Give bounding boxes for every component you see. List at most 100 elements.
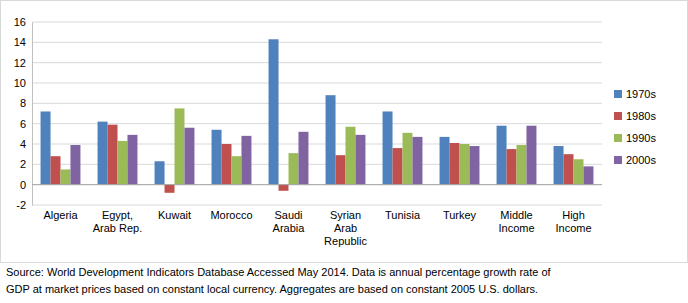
legend-swatch: [614, 156, 622, 164]
bar: [460, 144, 470, 185]
x-tick-label: Egypt,Arab Rep.: [93, 209, 143, 234]
grid-line: [32, 22, 602, 23]
grid-line: [32, 123, 602, 124]
bar: [232, 156, 242, 184]
y-tick: 2: [20, 158, 32, 170]
legend-swatch: [614, 134, 622, 142]
y-tick-label: 0: [20, 179, 26, 191]
grid-line: [32, 184, 602, 185]
y-tick-label: 10: [14, 77, 26, 89]
x-tick-label: Morocco: [210, 209, 252, 221]
y-tick: 6: [20, 118, 32, 130]
bar: [175, 108, 185, 184]
bar: [51, 156, 61, 184]
bar: [507, 149, 517, 185]
bar: [450, 143, 460, 185]
x-tick-label: Tunisia: [385, 209, 421, 221]
y-tick: 4: [20, 138, 32, 150]
bar: [279, 185, 289, 191]
bar: [469, 146, 479, 185]
legend-label: 2000s: [626, 154, 656, 166]
y-tick-label: 4: [20, 138, 26, 150]
bar: [497, 126, 507, 185]
source-note: GDP at market prices based on constant l…: [6, 283, 538, 295]
grid-line: [32, 205, 602, 206]
bar: [41, 111, 51, 184]
bar: [298, 132, 308, 185]
bar: [326, 95, 336, 184]
x-tick-label: SaudiArabia: [273, 209, 306, 234]
series: [41, 39, 564, 184]
bar: [393, 148, 403, 185]
legend-label: 1980s: [626, 110, 656, 122]
y-tick-label: 8: [20, 97, 26, 109]
bar: [412, 137, 422, 185]
bar: [165, 185, 175, 193]
series: [61, 108, 584, 184]
legend-label: 1990s: [626, 132, 656, 144]
bar: [212, 130, 222, 185]
y-tick-label: 2: [20, 158, 26, 170]
y-tick-label: 12: [14, 57, 26, 69]
y-axis-line: [32, 23, 33, 206]
chart: -2 0 2 4 6 8 10 12 14 16 Algeria Egypt,Arab Rep. Kuw…: [0, 0, 688, 303]
zero-line: [32, 184, 602, 185]
chart-frame: [1, 1, 688, 263]
source-note: Source: World Development Indicators Dat…: [6, 266, 552, 278]
bar: [346, 127, 356, 185]
y-tick: 10: [14, 77, 32, 89]
bar: [517, 145, 527, 185]
bar: [403, 133, 413, 185]
x-tick-label: MiddleIncome: [498, 209, 534, 234]
bar: [554, 146, 564, 185]
bar: [269, 39, 279, 184]
bar: [118, 141, 128, 185]
bar: [184, 128, 194, 185]
x-axis: Algeria Egypt,Arab Rep. Kuwait Morocco Saudi…: [43, 209, 591, 247]
x-tick-label: HighIncome: [555, 209, 591, 234]
x-tick-label: Algeria: [43, 209, 78, 221]
series: [70, 126, 593, 185]
bar: [526, 126, 536, 185]
legend-swatch: [614, 112, 622, 120]
legend: 1970s 1980s 1990s 2000s: [614, 88, 656, 166]
y-tick: 14: [14, 36, 32, 48]
bar: [241, 136, 251, 185]
bar: [574, 159, 584, 184]
y-tick: 8: [20, 97, 32, 109]
bar: [70, 145, 80, 185]
bar: [336, 155, 346, 184]
y-tick: -2: [16, 199, 32, 211]
bar: [222, 144, 232, 185]
y-tick-label: 14: [14, 36, 26, 48]
y-tick-label: -2: [16, 199, 26, 211]
x-tick-label: Turkey: [443, 209, 477, 221]
y-tick: 12: [14, 57, 32, 69]
bar: [355, 135, 365, 185]
bar: [583, 166, 593, 184]
grid-line: [32, 83, 602, 84]
grid: [32, 22, 602, 205]
bar: [440, 137, 450, 185]
y-tick-label: 6: [20, 118, 26, 130]
y-tick: 16: [14, 16, 32, 28]
bar: [289, 153, 299, 185]
y-tick-label: 16: [14, 16, 26, 28]
bar: [98, 122, 108, 185]
y-axis: -2 0 2 4 6 8 10 12 14 16: [14, 16, 33, 211]
bar: [127, 135, 137, 185]
bar: [383, 111, 393, 184]
y-tick: 0: [20, 179, 32, 191]
series: [51, 125, 574, 193]
bar: [564, 154, 574, 185]
grid-line: [32, 103, 602, 104]
grid-line: [32, 42, 602, 43]
bars: [41, 39, 594, 193]
legend-label: 1970s: [626, 88, 656, 100]
bar: [61, 169, 71, 184]
legend-swatch: [614, 90, 622, 98]
bar: [155, 161, 165, 184]
bar: [108, 125, 118, 185]
x-tick-label: Kuwait: [158, 209, 191, 221]
grid-line: [32, 62, 602, 63]
